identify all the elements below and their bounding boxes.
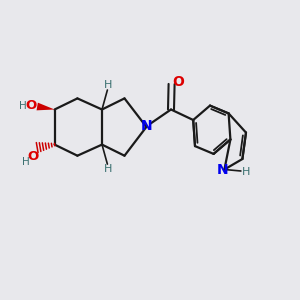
Text: O: O — [26, 99, 37, 112]
Text: H: H — [104, 164, 112, 175]
Polygon shape — [37, 103, 55, 110]
Text: H: H — [242, 167, 250, 177]
Text: O: O — [27, 150, 39, 163]
Text: H: H — [19, 101, 27, 111]
Text: N: N — [141, 119, 152, 133]
Text: O: O — [172, 75, 184, 89]
Text: H: H — [22, 157, 30, 167]
Text: N: N — [217, 164, 229, 177]
Text: H: H — [104, 80, 112, 90]
